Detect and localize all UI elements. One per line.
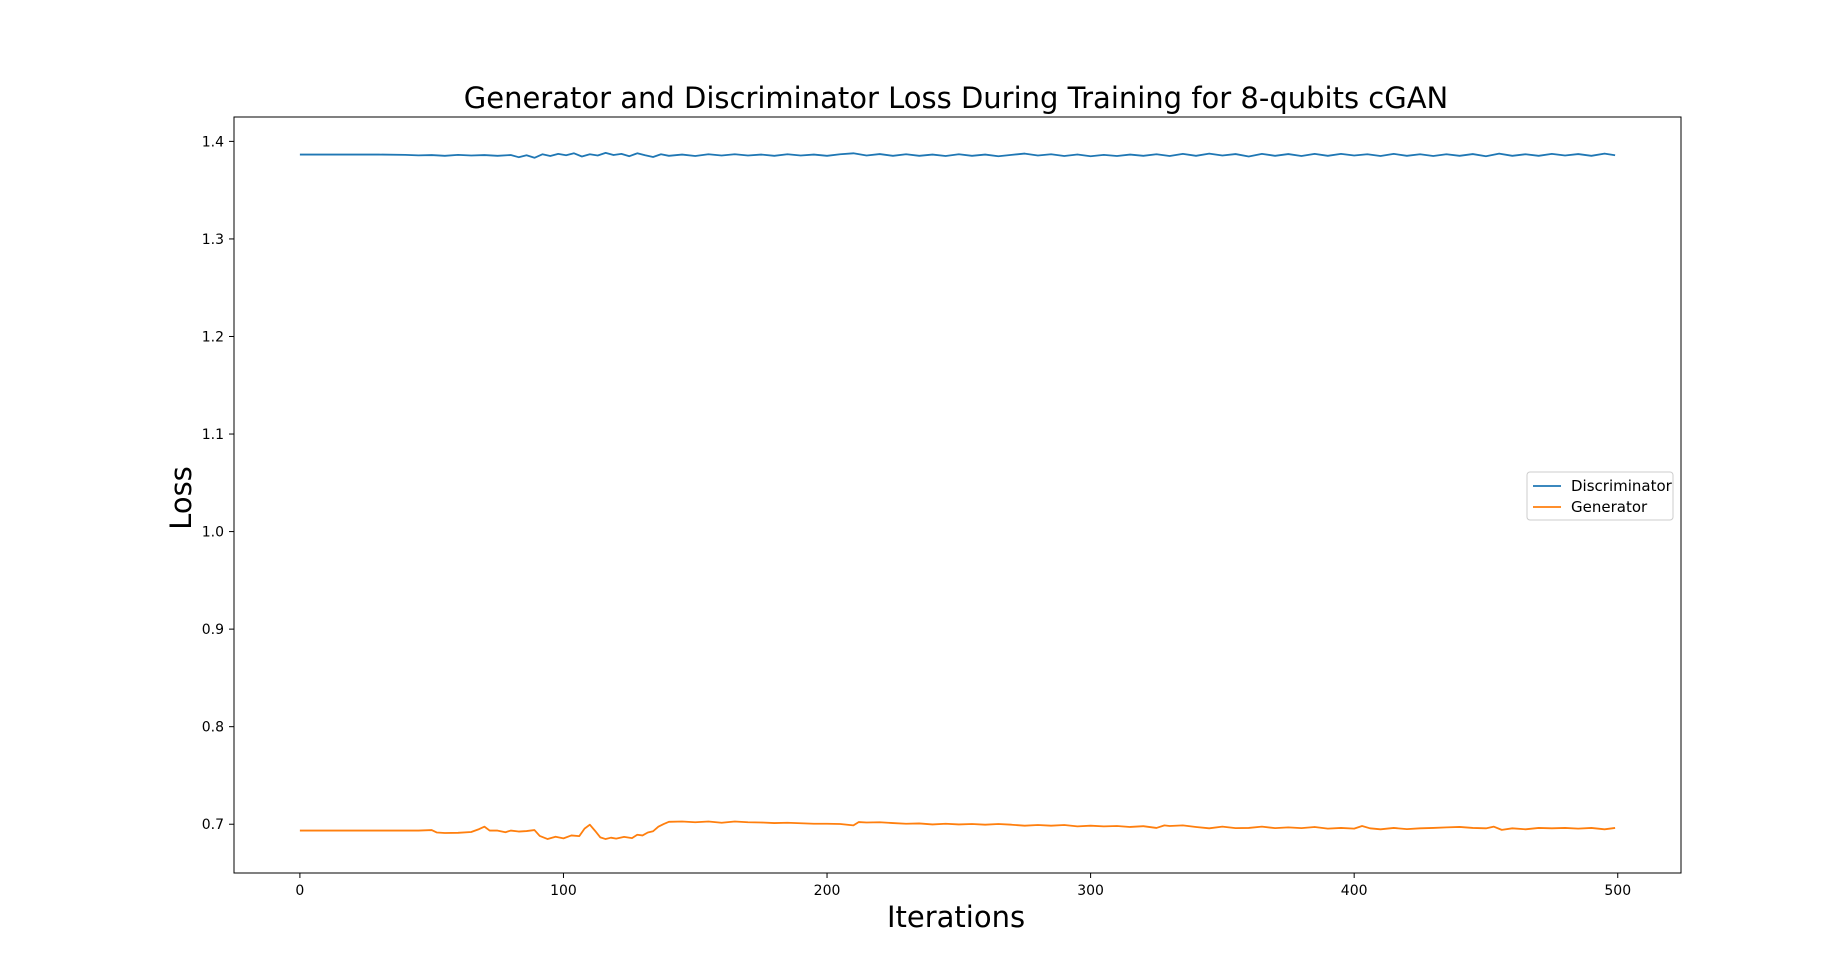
x-axis-ticks: 0 100 200 300 400 500 — [295, 873, 1631, 899]
legend: Discriminator Generator — [1526, 471, 1674, 521]
legend-box — [1526, 471, 1674, 521]
plot-area-frame — [233, 116, 1682, 874]
y-tick-label: 1.4 — [202, 134, 224, 150]
x-tick-label: 0 — [295, 883, 304, 899]
legend-label-discriminator: Discriminator — [1571, 477, 1673, 495]
y-tick-label: 0.8 — [202, 720, 224, 736]
y-tick-label: 0.9 — [202, 622, 224, 638]
chart-title: Generator and Discriminator Loss During … — [464, 81, 1448, 115]
series-line-generator — [299, 820, 1616, 840]
x-tick-label: 500 — [1604, 883, 1631, 899]
x-tick-label: 400 — [1341, 883, 1368, 899]
x-tick-label: 300 — [1077, 883, 1104, 899]
y-axis-ticks: 0.7 0.8 0.9 1.0 1.1 1.2 1.3 1.4 — [202, 134, 234, 833]
y-tick-label: 1.3 — [202, 232, 224, 248]
series-line-discriminator — [299, 152, 1616, 159]
y-tick-label: 1.0 — [202, 525, 224, 541]
y-tick-label: 1.2 — [202, 329, 224, 345]
x-axis-title: Iterations — [887, 900, 1025, 934]
legend-label-generator: Generator — [1571, 498, 1648, 516]
series-layer — [299, 152, 1616, 840]
y-tick-label: 1.1 — [202, 427, 224, 443]
x-tick-label: 100 — [550, 883, 577, 899]
y-tick-label: 0.7 — [202, 817, 224, 833]
x-tick-label: 200 — [814, 883, 841, 899]
y-axis-title: Loss — [164, 466, 198, 530]
